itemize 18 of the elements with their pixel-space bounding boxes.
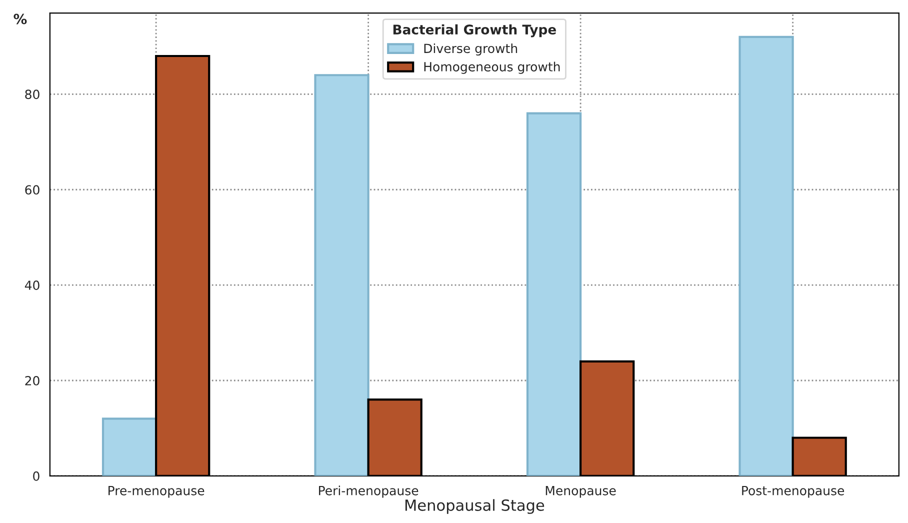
x-tick-label: Menopause bbox=[546, 486, 616, 498]
y-tick-label: 80 bbox=[25, 90, 40, 100]
x-tick-label: Post-menopause bbox=[742, 486, 844, 498]
bar bbox=[102, 418, 158, 476]
y-tick-label: 20 bbox=[25, 376, 40, 386]
y-tick-label: 60 bbox=[25, 185, 40, 195]
y-axis-title: % bbox=[14, 14, 27, 24]
y-tick-label: 40 bbox=[24, 280, 40, 290]
bar bbox=[526, 112, 582, 476]
x-axis-title: Menopausal Stage bbox=[405, 499, 544, 514]
y-tick-label: 0 bbox=[33, 471, 40, 481]
bar bbox=[738, 36, 794, 476]
x-tick-label: Pre-menopause bbox=[108, 486, 204, 498]
legend-label: Diverse growth bbox=[424, 43, 518, 56]
x-tick-label: Peri-menopause bbox=[319, 486, 418, 498]
bar bbox=[314, 74, 370, 476]
legend-title: Bacterial Growth Type bbox=[393, 24, 556, 38]
legend-label: Homogeneous growth bbox=[424, 62, 560, 74]
